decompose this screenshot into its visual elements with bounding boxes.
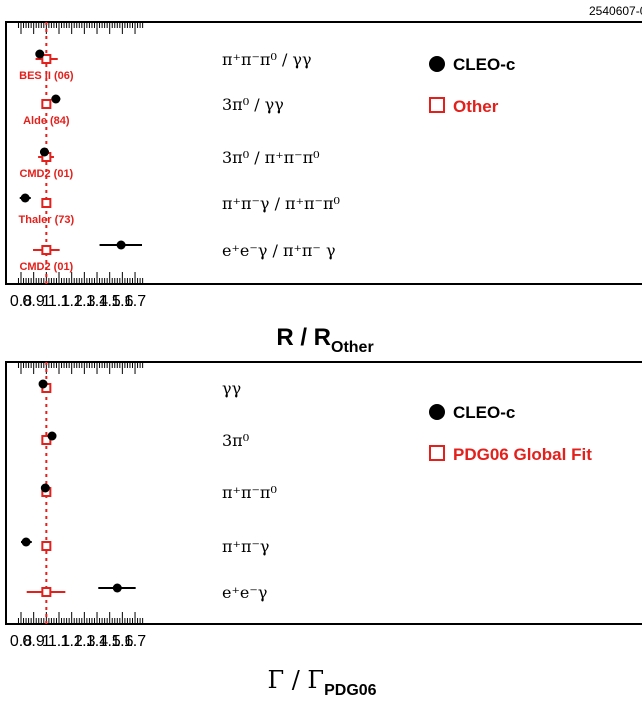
x-tick-label: 1.1 (48, 633, 70, 650)
other-measurement-label: CMD2 (01) (19, 168, 73, 180)
legend-cleo-label: CLEO-c (453, 55, 515, 74)
row-label: π⁺π⁻γ / π⁺π⁻π⁰ (222, 194, 340, 213)
x-tick-label: 1.6 (111, 293, 133, 310)
cleo-point (116, 240, 126, 250)
cleo-point (112, 583, 122, 593)
x-tick-label: 1 (42, 633, 51, 650)
cleo-point (51, 94, 61, 104)
panel-top: 0.80.911.11.21.31.41.51.61.7 BES II (06) π… (5, 21, 642, 356)
x-tick-label: 1 (42, 293, 51, 310)
x-tick-label: 1.7 (124, 293, 146, 310)
x-tick-label: 1.4 (86, 633, 108, 650)
x-tick-label: 1.1 (48, 293, 70, 310)
cleo-point (39, 147, 49, 157)
cleo-point (35, 49, 45, 59)
other-point (41, 198, 52, 208)
row-label: π⁺π⁻π⁰ / γγ (222, 50, 312, 69)
x-tick-label: 0.9 (23, 293, 45, 310)
legend-other-label: Other (453, 97, 499, 116)
x-tick-label: 1.6 (111, 633, 133, 650)
other-point (41, 587, 52, 597)
cleo-point (47, 431, 57, 441)
x-tick-label: 1.4 (86, 293, 108, 310)
x-tick-label: 1.2 (61, 633, 83, 650)
plot-frame (5, 361, 642, 625)
row-label: 3π⁰ / γγ (222, 95, 284, 114)
other-point (41, 245, 52, 255)
other-point (41, 54, 52, 64)
cleo-point (40, 483, 50, 493)
legend-other-label: PDG06 Global Fit (453, 445, 592, 464)
other-measurement-label: Thaler (73) (19, 214, 75, 226)
other-measurement-label: Alde (84) (23, 115, 70, 127)
x-tick-label: 1.7 (124, 633, 146, 650)
x-tick-label: 0.9 (23, 633, 45, 650)
row-label: 3π⁰ (222, 431, 249, 450)
cleo-point (21, 537, 31, 547)
legend-cleo-marker (429, 56, 445, 72)
plot-frame (5, 21, 642, 285)
row-label: π⁺π⁻π⁰ (222, 483, 277, 502)
row-label: e⁺e⁻γ / π⁺π⁻ γ (222, 241, 336, 260)
other-measurement-label: CMD2 (01) (19, 261, 73, 273)
figure-id: 2540607-004 (589, 4, 642, 18)
legend-other-marker (429, 97, 445, 113)
x-tick-label: 0.8 (10, 633, 32, 650)
other-point (41, 99, 52, 109)
x-tick-label: 1.3 (73, 633, 95, 650)
x-tick-label: 0.8 (10, 293, 32, 310)
row-label: 3π⁰ / π⁺π⁻π⁰ (222, 148, 320, 167)
other-point (41, 541, 52, 551)
legend-other-marker (429, 445, 445, 461)
cleo-point (20, 193, 30, 203)
x-tick-label: 1.5 (99, 293, 121, 310)
x-axis-title: Γ / ΓPDG06 (267, 666, 376, 699)
x-tick-label: 1.3 (73, 293, 95, 310)
cleo-point (38, 379, 48, 389)
x-axis-title: R / ROther (276, 324, 373, 356)
legend-cleo-label: CLEO-c (453, 403, 515, 422)
row-label: π⁺π⁻γ (222, 537, 269, 556)
x-tick-label: 1.2 (61, 293, 83, 310)
other-measurement-label: BES II (06) (19, 70, 74, 82)
row-label: γγ (222, 379, 241, 398)
legend-cleo-marker (429, 404, 445, 420)
row-label: e⁺e⁻γ (222, 583, 267, 602)
x-tick-label: 1.5 (99, 633, 121, 650)
panel-bottom: 0.80.911.11.21.31.41.51.61.7 γγ 3π⁰ π⁺π⁻π⁰ π… (5, 361, 642, 699)
